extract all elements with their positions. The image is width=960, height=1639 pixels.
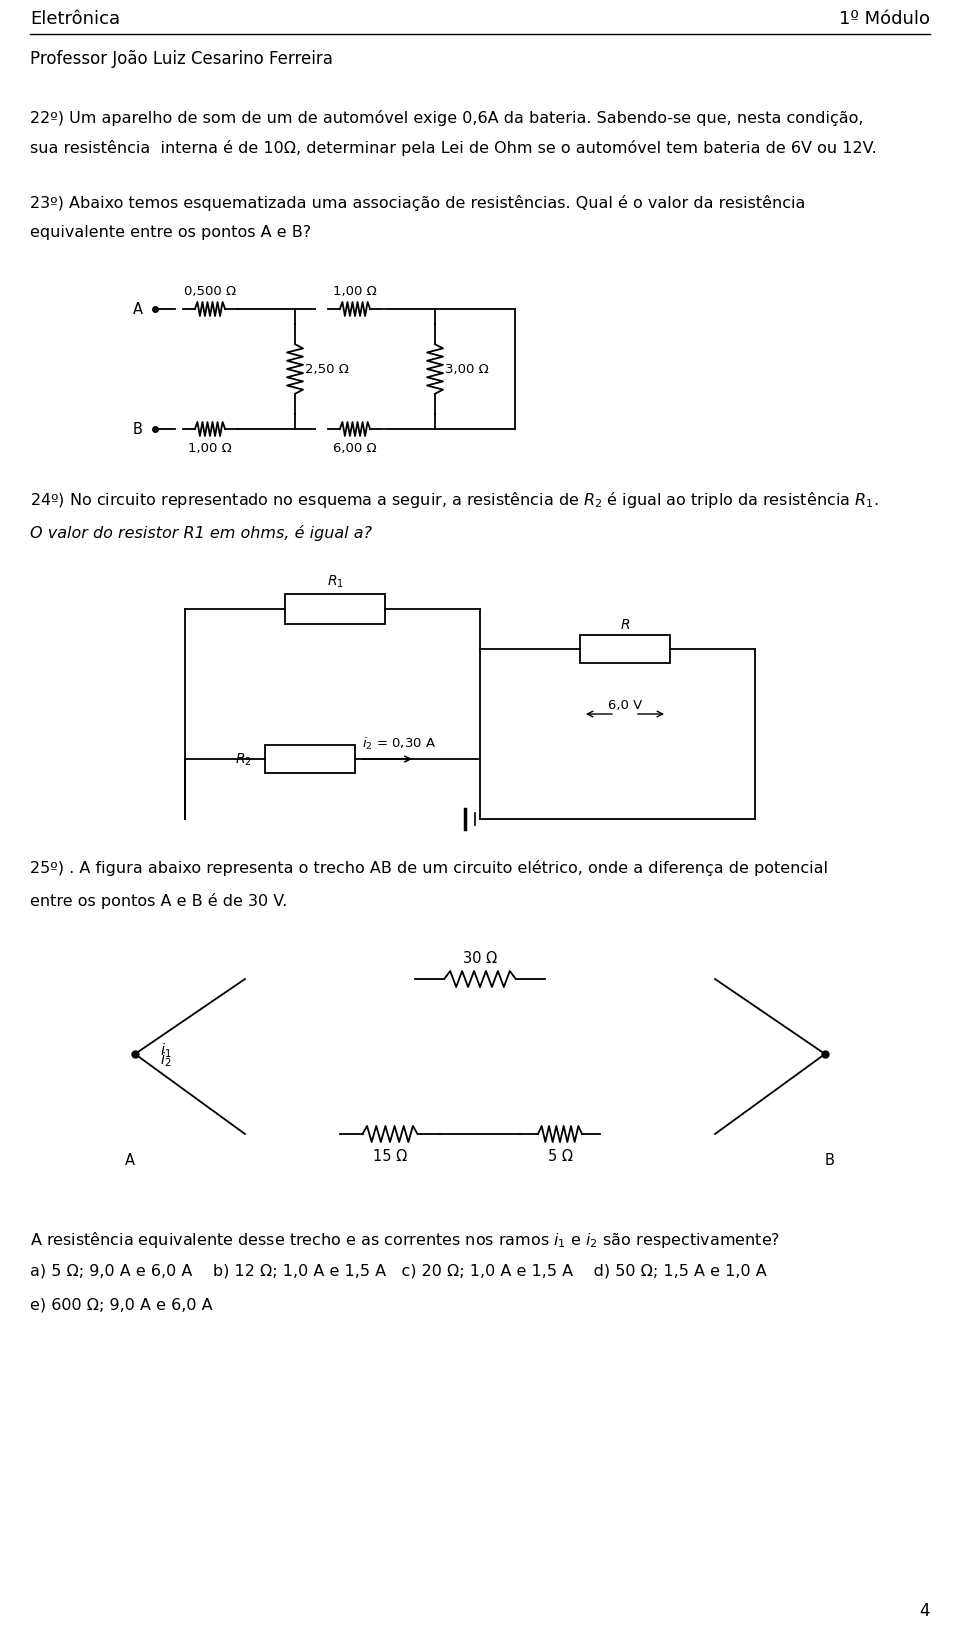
Text: e) 600 Ω; 9,0 A e 6,0 A: e) 600 Ω; 9,0 A e 6,0 A: [30, 1296, 212, 1313]
Bar: [285, 595, 385, 624]
Text: 4: 4: [920, 1601, 930, 1619]
Bar: [265, 746, 355, 774]
Text: a) 5 Ω; 9,0 A e 6,0 A    b) 12 Ω; 1,0 A e 1,5 A   c) 20 Ω; 1,0 A e 1,5 A    d) 5: a) 5 Ω; 9,0 A e 6,0 A b) 12 Ω; 1,0 A e 1…: [30, 1264, 767, 1278]
Text: A: A: [125, 1152, 135, 1167]
Text: Eletrônica: Eletrônica: [30, 10, 120, 28]
Text: A: A: [133, 302, 143, 318]
Text: 23º) Abaixo temos esquematizada uma associação de resistências. Qual é o valor d: 23º) Abaixo temos esquematizada uma asso…: [30, 195, 805, 211]
Text: 3,00 Ω: 3,00 Ω: [445, 364, 489, 377]
Text: 5 Ω: 5 Ω: [547, 1149, 572, 1164]
Text: 25º) . A figura abaixo representa o trecho AB de um circuito elétrico, onde a di: 25º) . A figura abaixo representa o trec…: [30, 859, 828, 875]
Text: B: B: [825, 1152, 835, 1167]
Text: 1º Módulo: 1º Módulo: [839, 10, 930, 28]
Text: A resistência equivalente desse trecho e as correntes nos ramos $i_1$ e $i_2$ sã: A resistência equivalente desse trecho e…: [30, 1229, 780, 1249]
Text: $R_2$: $R_2$: [235, 751, 252, 767]
Text: $i_2$ = 0,30 A: $i_2$ = 0,30 A: [362, 736, 436, 752]
Text: Professor João Luiz Cesarino Ferreira: Professor João Luiz Cesarino Ferreira: [30, 49, 333, 67]
Text: 6,0 V: 6,0 V: [608, 698, 642, 711]
Text: sua resistência  interna é de 10Ω, determinar pela Lei de Ohm se o automóvel tem: sua resistência interna é de 10Ω, determ…: [30, 139, 876, 156]
Text: 2,50 Ω: 2,50 Ω: [305, 364, 348, 377]
Text: O valor do resistor R1 em ohms, é igual a?: O valor do resistor R1 em ohms, é igual …: [30, 524, 372, 541]
Text: 6,00 Ω: 6,00 Ω: [333, 443, 377, 454]
Text: 30 Ω: 30 Ω: [463, 951, 497, 965]
Text: $R$: $R$: [620, 618, 630, 631]
Text: 1,00 Ω: 1,00 Ω: [188, 443, 232, 454]
Text: 15 Ω: 15 Ω: [372, 1149, 407, 1164]
Text: equivalente entre os pontos A e B?: equivalente entre os pontos A e B?: [30, 225, 311, 239]
Text: $i_2$: $i_2$: [160, 1049, 172, 1069]
Text: 1,00 Ω: 1,00 Ω: [333, 285, 377, 298]
Text: entre os pontos A e B é de 30 V.: entre os pontos A e B é de 30 V.: [30, 893, 287, 908]
Text: B: B: [133, 423, 143, 438]
Text: $i_1$: $i_1$: [160, 1041, 172, 1059]
Bar: [580, 636, 670, 664]
Text: 24º) No circuito representado no esquema a seguir, a resistência de $R_2$ é igua: 24º) No circuito representado no esquema…: [30, 490, 878, 510]
Text: $R_1$: $R_1$: [326, 574, 344, 590]
Text: 0,500 Ω: 0,500 Ω: [184, 285, 236, 298]
Text: 22º) Um aparelho de som de um de automóvel exige 0,6A da bateria. Sabendo-se que: 22º) Um aparelho de som de um de automóv…: [30, 110, 863, 126]
